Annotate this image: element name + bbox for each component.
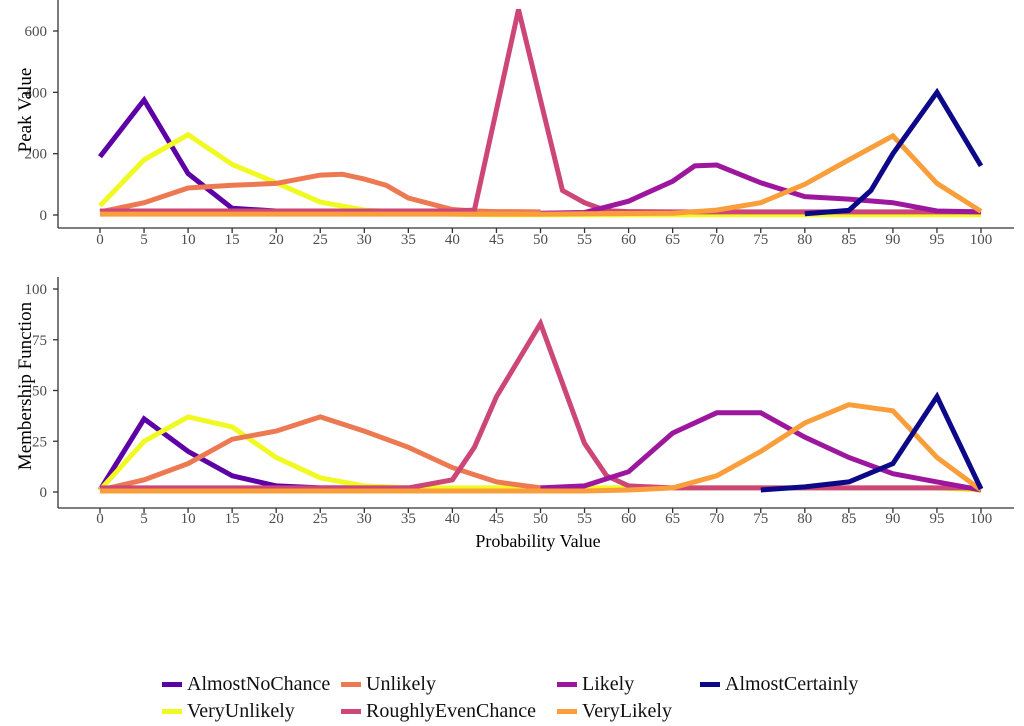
x-tick-label: 90 xyxy=(885,232,900,248)
panel-peak-value: 0 5 10 15 20 25 30 35 40 45 50 55 60 65 70 75 80 85 90 95 10… xyxy=(25,0,1014,248)
legend-swatch-veryunlikely xyxy=(162,708,182,714)
series-line-veryunlikely xyxy=(98,131,981,218)
x-tick-label: 35 xyxy=(401,232,416,248)
series-line-roughlyevenchance xyxy=(100,317,981,491)
legend-swatch-likely xyxy=(557,681,577,687)
x-tick-label: 70 xyxy=(709,511,724,527)
x-tick-label: 75 xyxy=(753,511,768,527)
legend-label-roughlyevenchance: RoughlyEvenChance xyxy=(366,699,536,722)
y-tick-label: 25 xyxy=(32,434,47,450)
x-tick-label: 95 xyxy=(929,232,944,248)
y-tick-label: 600 xyxy=(25,24,48,40)
x-tick-label: 55 xyxy=(577,232,592,248)
x-tick-label: 30 xyxy=(357,232,372,248)
y-axis-title-peak-value: Peak Value xyxy=(15,67,36,153)
legend-item-almostcertainly: AlmostCertainly xyxy=(700,673,858,695)
x-tick-label: 25 xyxy=(313,232,328,248)
x-tick-label: 50 xyxy=(533,232,548,248)
x-tick-label: 95 xyxy=(929,511,944,527)
x-tick-label: 20 xyxy=(269,232,284,248)
x-tick-label: 25 xyxy=(313,511,328,527)
legend-label-unlikely: Unlikely xyxy=(366,672,436,695)
x-tick-label: 60 xyxy=(621,232,636,248)
x-tick-label: 100 xyxy=(970,511,993,527)
y-tick-label: 50 xyxy=(32,384,47,400)
x-tick-label: 5 xyxy=(140,232,148,248)
y-tick-label: 200 xyxy=(25,147,48,163)
x-tick-label: 45 xyxy=(489,232,504,248)
legend-label-likely: Likely xyxy=(582,672,635,695)
x-tick-label: 80 xyxy=(797,232,812,248)
x-tick-label: 90 xyxy=(885,511,900,527)
series-line-unlikely xyxy=(99,414,585,493)
legend-label-almostcertainly: AlmostCertainly xyxy=(725,672,859,695)
legend-item-verylikely: VeryLikely xyxy=(557,700,672,722)
series-line-likely xyxy=(540,162,982,216)
legend-label-verylikely: VeryLikely xyxy=(582,699,672,722)
x-tick-label: 80 xyxy=(797,511,812,527)
x-tick-label: 65 xyxy=(665,232,680,248)
x-tick-label: 40 xyxy=(445,232,460,248)
series-line-likely xyxy=(540,410,982,493)
x-tick-label: 75 xyxy=(753,232,768,248)
x-tick-label: 10 xyxy=(181,511,196,527)
series-line-veryunlikely xyxy=(98,414,982,493)
legend-item-unlikely: Unlikely xyxy=(341,673,436,695)
x-tick-label: 20 xyxy=(269,511,284,527)
series-line-almostcertainly xyxy=(760,391,984,493)
legend-swatch-verylikely xyxy=(557,708,577,714)
y-axis-title-membership-function: Membership Function xyxy=(15,301,36,471)
series-line-verylikely xyxy=(100,132,983,217)
y-tick-label: 100 xyxy=(25,282,48,298)
x-tick-label: 100 xyxy=(970,232,993,248)
y-tick-label: 75 xyxy=(32,333,47,349)
legend-label-veryunlikely: VeryUnlikely xyxy=(187,699,295,722)
x-axis-title-probability-value: Probability Value xyxy=(475,531,601,551)
legend-item-almostnochance: AlmostNoChance xyxy=(162,673,330,695)
legend-swatch-roughlyevenchance xyxy=(341,708,361,714)
legend-item-roughlyevenchance: RoughlyEvenChance xyxy=(341,700,536,722)
series-line-almostcertainly xyxy=(804,87,984,217)
x-tick-label: 15 xyxy=(225,511,240,527)
series-line-roughlyevenchance xyxy=(100,8,981,215)
x-tick-label: 60 xyxy=(621,511,636,527)
x-tick-label: 45 xyxy=(489,511,504,527)
legend-label-almostnochance: AlmostNoChance xyxy=(187,672,331,695)
x-tick-label: 40 xyxy=(445,511,460,527)
x-tick-label: 30 xyxy=(357,511,372,527)
legend-swatch-unlikely xyxy=(341,681,361,687)
x-tick-label: 5 xyxy=(140,511,148,527)
x-tick-label: 85 xyxy=(841,232,856,248)
x-tick-label: 50 xyxy=(533,511,548,527)
plot-area: 0 5 10 15 20 25 30 35 40 45 50 55 60 65 70 75 80 85 90 95 10… xyxy=(25,0,1014,527)
series-line-verylikely xyxy=(100,402,983,494)
x-tick-label: 15 xyxy=(225,232,240,248)
y-tick-label: 400 xyxy=(25,85,48,101)
legend-item-likely: Likely xyxy=(557,673,634,695)
x-tick-label: 10 xyxy=(181,232,196,248)
legend-swatch-almostcertainly xyxy=(700,681,720,687)
y-tick-label: 0 xyxy=(40,208,48,224)
x-tick-label: 0 xyxy=(96,232,104,248)
x-tick-label: 35 xyxy=(401,511,416,527)
legend-item-veryunlikely: VeryUnlikely xyxy=(162,700,295,722)
x-tick-label: 70 xyxy=(709,232,724,248)
legend-swatch-almostnochance xyxy=(162,681,182,687)
series-line-almostnochance xyxy=(98,95,365,215)
y-tick-label: 0 xyxy=(40,485,48,501)
panel-membership-function: 0 5 10 15 20 25 30 35 40 45 50 55 60 65 70 75 80 85 90 95 10… xyxy=(25,277,1014,527)
x-tick-label: 0 xyxy=(96,511,104,527)
x-tick-label: 65 xyxy=(665,511,680,527)
x-tick-label: 85 xyxy=(841,511,856,527)
x-tick-label: 55 xyxy=(577,511,592,527)
